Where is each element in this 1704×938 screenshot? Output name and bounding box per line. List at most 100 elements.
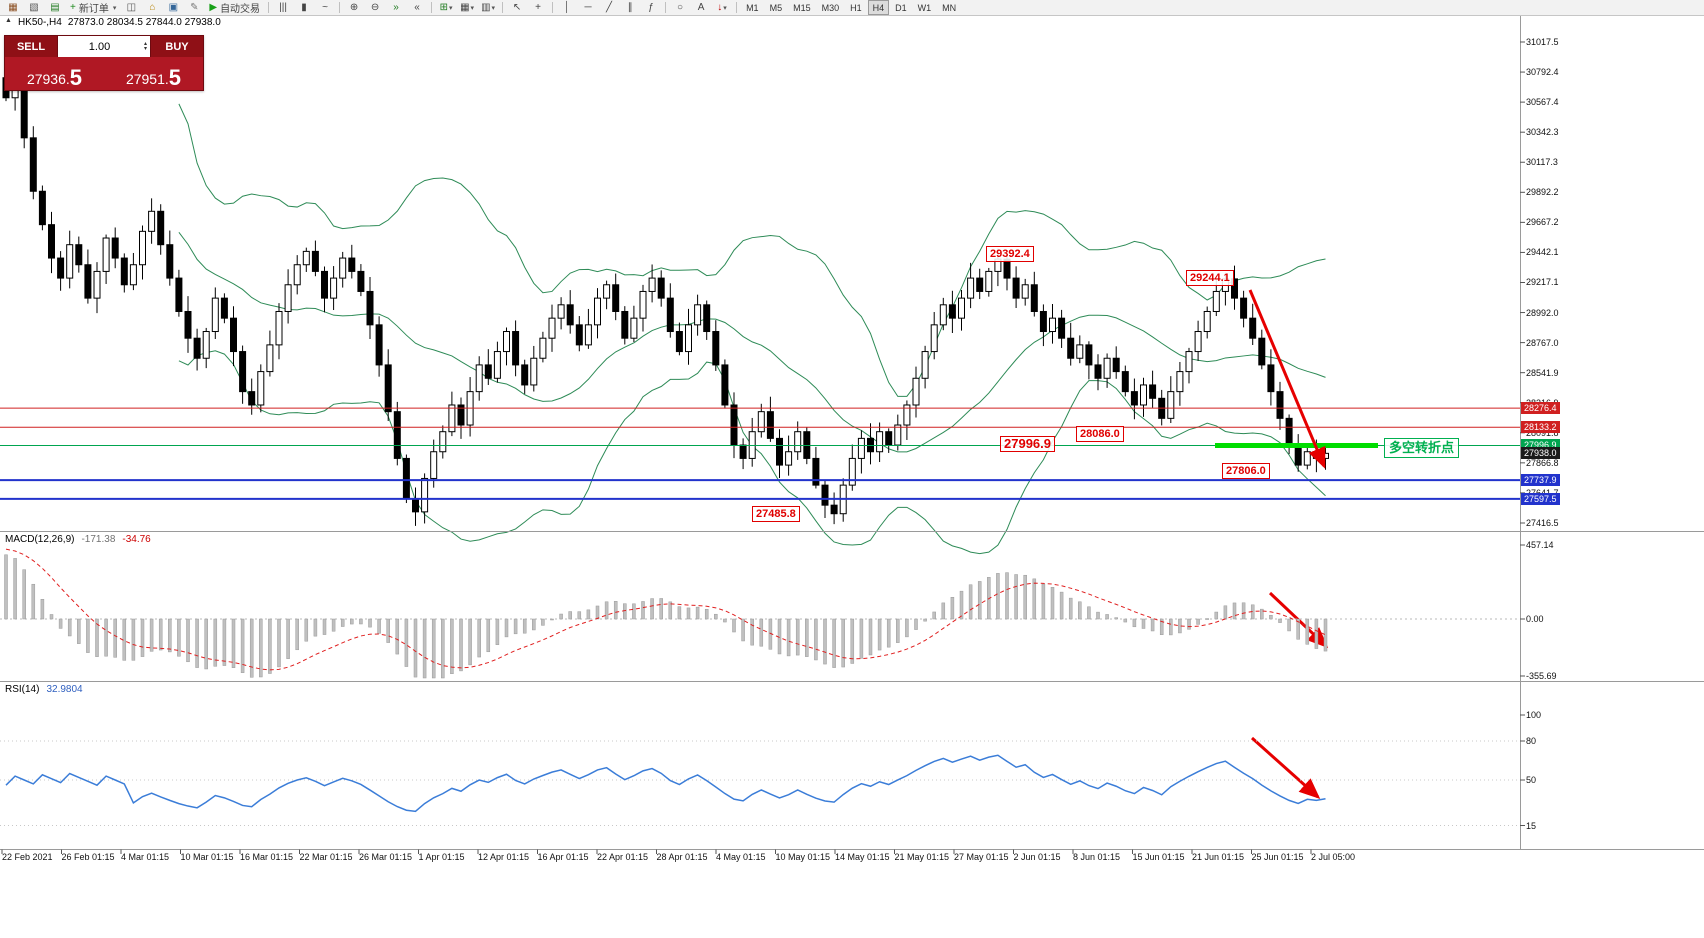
time-axis-label: 2 Jul 05:00 — [1311, 852, 1356, 862]
terminal-icon[interactable]: ▣ — [163, 1, 183, 15]
auto-scroll-icon[interactable]: » — [386, 1, 406, 15]
time-axis-label: 22 Mar 01:15 — [299, 852, 353, 862]
timeframe-w1[interactable]: W1 — [917, 2, 932, 13]
price-annotation[interactable]: 29392.4 — [986, 246, 1034, 262]
price-axis-tick: 30342.3 — [1526, 127, 1559, 138]
rsi-value: 32.9804 — [46, 684, 83, 695]
toolbar-separator — [552, 2, 554, 13]
time-axis-label: 10 May 01:15 — [775, 852, 831, 862]
chart-profiles-icon[interactable]: ▧ — [24, 1, 44, 15]
time-axis-label: 25 Jun 01:15 — [1251, 852, 1304, 862]
price-axis-tick: 29442.1 — [1526, 247, 1559, 258]
cursor-icon[interactable]: ↖ — [507, 1, 527, 15]
time-axis-label: 4 May 01:15 — [716, 852, 766, 862]
time-axis-label: 12 Apr 01:15 — [478, 852, 530, 862]
new-order-button[interactable]: + 新订单 ▾ — [66, 1, 120, 16]
time-axis-label: 16 Mar 01:15 — [240, 852, 294, 862]
price-annotation[interactable]: 27806.0 — [1222, 463, 1270, 479]
timeframe-m1[interactable]: M1 — [746, 2, 759, 13]
price-axis-tick: 30567.4 — [1526, 97, 1559, 108]
volume-spinner[interactable]: ▴ ▾ — [141, 40, 150, 52]
time-axis-label: 15 Jun 01:15 — [1132, 852, 1185, 862]
toolbar-separator — [665, 2, 667, 13]
timeframe-d1[interactable]: D1 — [895, 2, 907, 13]
price-axis-label-28133.2: 28133.2 — [1521, 421, 1560, 434]
price-axis-tick: 29217.1 — [1526, 277, 1559, 288]
channel-icon[interactable]: ∥ — [620, 1, 640, 15]
spinner-up-icon[interactable]: ▴ — [143, 40, 147, 47]
text-tool-icon[interactable]: A — [691, 1, 711, 15]
metaeditor-icon[interactable]: ✎ — [184, 1, 204, 15]
indicators-icon[interactable]: ⊞ ▾ — [436, 1, 456, 15]
macd-axis-tick: 457.14 — [1526, 540, 1554, 550]
chart-shift-icon[interactable]: « — [407, 1, 427, 15]
new-chart-icon[interactable]: ▦ — [3, 1, 23, 15]
time-axis-label: 4 Mar 01:15 — [121, 852, 170, 862]
zoom-out-icon: ⊖ — [370, 1, 380, 13]
zoom-in-icon: ⊕ — [349, 1, 359, 13]
new-order-icon: + — [70, 1, 76, 13]
sell-button[interactable]: SELL — [5, 36, 57, 57]
trendline-icon[interactable]: ╱ — [599, 1, 619, 15]
autotrading-button[interactable]: ▶ 自动交易 — [205, 1, 264, 16]
line-chart-icon[interactable]: ~ — [315, 1, 335, 15]
data-window-icon: ◫ — [126, 1, 137, 13]
templates-icon[interactable]: ▥ ▾ — [478, 1, 498, 15]
zoom-out-icon[interactable]: ⊖ — [365, 1, 385, 15]
metaeditor-icon: ✎ — [190, 1, 199, 13]
crosshair-icon[interactable]: + — [528, 1, 548, 15]
volume-input[interactable] — [58, 39, 141, 54]
timeframe-m5[interactable]: M5 — [769, 2, 783, 13]
periods-icon[interactable]: ▦ ▾ — [457, 1, 477, 15]
rsi-name: RSI(14) — [5, 684, 40, 695]
fibonacci-icon[interactable]: ƒ — [641, 1, 661, 15]
collapse-arrow-icon[interactable]: ▲ — [5, 17, 12, 24]
price-axis-tick: 27866.8 — [1526, 457, 1559, 468]
arrows-tool-icon: ↓ — [717, 1, 723, 13]
spinner-down-icon[interactable]: ▾ — [143, 45, 147, 52]
buy-price[interactable]: 27951. 5 — [104, 57, 203, 90]
timeframe-m15[interactable]: M15 — [793, 2, 811, 13]
zoom-in-icon[interactable]: ⊕ — [344, 1, 364, 15]
price-axis-tick: 30117.3 — [1526, 157, 1558, 168]
channel-icon: ∥ — [627, 1, 633, 13]
macd-main-value: -171.38 — [81, 534, 116, 545]
buy-button[interactable]: BUY — [151, 36, 203, 57]
navigator-icon: ⌂ — [149, 1, 156, 13]
horizontal-line-icon[interactable]: ─ — [578, 1, 598, 15]
timeframe-m30[interactable]: M30 — [821, 2, 840, 13]
bar-chart-icon[interactable]: ||| — [273, 1, 293, 15]
navigator-icon[interactable]: ⌂ — [142, 1, 162, 15]
time-axis-label: 14 May 01:15 — [835, 852, 890, 862]
time-axis-label: 10 Mar 01:15 — [180, 852, 234, 862]
timeframe-mn[interactable]: MN — [942, 2, 957, 13]
price-annotation[interactable]: 27485.8 — [752, 506, 800, 522]
price-annotation[interactable]: 27996.9 — [1000, 436, 1055, 452]
caret-down-icon: ▾ — [449, 4, 453, 12]
market-watch-icon[interactable]: ▤ — [45, 1, 65, 15]
sell-price[interactable]: 27936. 5 — [5, 57, 104, 90]
timeframe-h1[interactable]: H1 — [850, 2, 862, 13]
time-axis-label: 2 Jun 01:15 — [1013, 852, 1061, 862]
candlestick-chart-icon[interactable]: ▮ — [294, 1, 314, 15]
toolbar: ▦ ▧ ▤ + 新订单 ▾ ◫ ⌂ ▣ ✎ ▶ 自动交易 ||| ▮ ~ ⊕ ⊖» «⊞ ▾ ▦ ▾ ▥ ▾ ↖ + │ ─ ╱ ∥ ƒ ○… — [0, 0, 1704, 16]
data-window-icon[interactable]: ◫ — [121, 1, 141, 15]
one-click-trading-panel: SELL ▴ ▾ BUY 27936.5 27951.5 — [4, 35, 204, 91]
price-axis-label-27737.9: 27737.9 — [1521, 474, 1560, 487]
sell-price-main: 27936. — [26, 71, 70, 87]
cursor-icon: ↖ — [512, 1, 522, 13]
time-axis-label: 26 Mar 01:15 — [359, 852, 413, 862]
chart-plot-area[interactable] — [0, 16, 1520, 849]
price-annotation[interactable]: 28086.0 — [1076, 426, 1124, 442]
vertical-line-icon[interactable]: │ — [557, 1, 577, 15]
turning-point-label[interactable]: 多空转折点 — [1384, 438, 1460, 458]
price-annotation[interactable]: 29244.1 — [1186, 270, 1234, 286]
shapes-icon[interactable]: ○ — [670, 1, 690, 15]
price-axis-label-28276.4: 28276.4 — [1521, 402, 1560, 415]
arrows-tool-icon[interactable]: ↓ ▾ — [712, 1, 732, 15]
timeframe-h4[interactable]: H4 — [867, 0, 890, 15]
toolbar-separator — [268, 2, 270, 13]
time-axis-label: 26 Feb 01:15 — [61, 852, 115, 862]
templates-icon: ▥ — [481, 1, 491, 13]
toolbar-separator — [736, 2, 738, 13]
